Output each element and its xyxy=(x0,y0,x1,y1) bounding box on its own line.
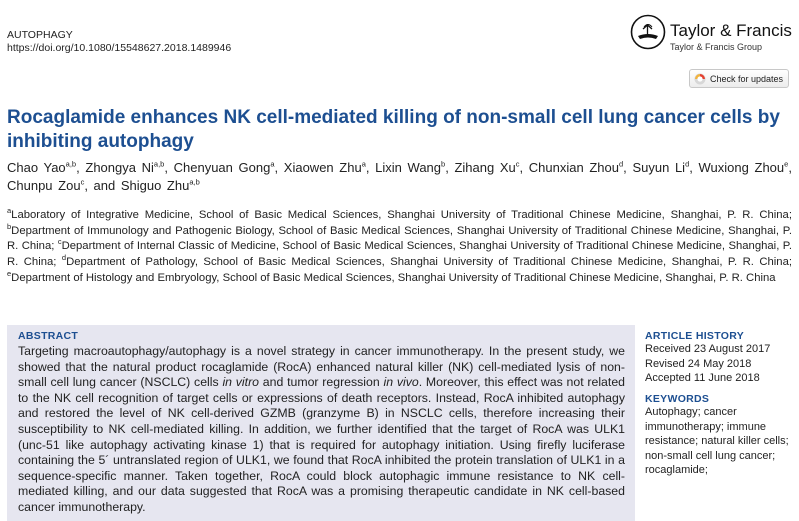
journal-name: AUTOPHAGY xyxy=(7,29,73,41)
check-updates-label: Check for updates xyxy=(710,73,784,84)
publisher-group: Taylor & Francis Group xyxy=(670,42,763,52)
keywords-heading: KEYWORDS xyxy=(645,393,710,405)
abstract-heading: ABSTRACT xyxy=(18,330,79,342)
abstract-italic-term: in vivo xyxy=(383,375,419,390)
author-affiliation-mark: a,b xyxy=(153,159,165,169)
affiliation-mark: c xyxy=(57,237,62,247)
author-name: Chao Yaoa,b xyxy=(7,159,77,175)
author-affiliation-mark: c xyxy=(515,159,520,169)
author-affiliation-mark: c xyxy=(80,177,85,187)
abstract-panel xyxy=(7,325,635,521)
author-name: Suyun Lid xyxy=(632,159,690,175)
author-affiliation-mark: a xyxy=(270,159,275,169)
history-heading: ARTICLE HISTORY xyxy=(645,330,745,342)
author-affiliation-mark: d xyxy=(685,159,690,169)
author-name: Chunpu Zouc xyxy=(7,177,85,193)
affiliation-item: aLaboratory of Integrative Medicine, Sch… xyxy=(7,206,789,221)
affiliation-item: eDepartment of Histology and Embryology,… xyxy=(7,269,776,284)
keywords: KEYWORDS Autophagy; cancer immunotherapy… xyxy=(645,393,795,478)
affiliation-item: dDepartment of Pathology, School of Basi… xyxy=(61,253,789,269)
keywords-text: Autophagy; cancer immunotherapy; immune … xyxy=(645,406,789,476)
abstract-text: Targeting macroautophagy/autophagy is a … xyxy=(18,344,625,516)
author-name: Zihang Xuc xyxy=(454,159,520,175)
author-affiliation-mark: b xyxy=(441,159,446,169)
author-name: Wuxiong Zhoue xyxy=(698,159,789,175)
author-name: Chenyuan Gonga xyxy=(173,159,275,175)
author-name: Shiguo Zhua,b xyxy=(120,177,200,193)
history-revised: Revised 24 May 2018 xyxy=(645,357,752,370)
abstract-segment: Targeting macroautophagy/autophagy is a … xyxy=(18,344,625,390)
affiliation-item: bDepartment of Immunology and Pathogenic… xyxy=(7,221,792,253)
author-name: Zhongya Nia,b xyxy=(85,159,165,175)
author-affiliation-mark: e xyxy=(784,159,789,169)
author-affiliation-mark: a xyxy=(361,159,366,169)
history-received: Received 23 August 2017 xyxy=(645,343,771,355)
affiliation-mark: b xyxy=(7,221,12,231)
check-updates-icon xyxy=(694,73,706,84)
author-name: Xiaowen Zhua xyxy=(283,159,366,175)
publisher-logo-icon xyxy=(630,14,666,50)
publisher-logo: Taylor & Francis Taylor & Francis Group xyxy=(630,14,796,62)
author-name: Chunxian Zhoud xyxy=(528,159,624,175)
doi-link[interactable]: https://doi.org/10.1080/15548627.2018.14… xyxy=(7,42,232,54)
article-history: ARTICLE HISTORY Received 23 August 2017 … xyxy=(645,330,795,386)
check-for-updates-button[interactable]: Check for updates xyxy=(689,69,789,88)
affiliation-mark: e xyxy=(7,269,12,279)
author-affiliation-mark: a,b xyxy=(189,177,200,187)
abstract-segment: and tumor regression xyxy=(259,375,384,390)
affiliations: aLaboratory of Integrative Medicine, Sch… xyxy=(7,206,793,284)
affiliation-item: cDepartment of Internal Classic of Medic… xyxy=(7,237,792,269)
history-accepted: Accepted 11 June 2018 xyxy=(645,372,760,384)
affiliation-mark: d xyxy=(61,253,67,263)
author-affiliation-mark: a,b xyxy=(65,159,77,169)
publisher-name: Taylor & Francis xyxy=(670,21,792,40)
article-title: Rocaglamide enhances NK cell-mediated ki… xyxy=(7,107,780,152)
affiliation-mark: a xyxy=(7,206,12,216)
author-affiliation-mark: d xyxy=(619,159,624,169)
author-name: Lixin Wangb xyxy=(375,159,446,175)
author-list: Chao Yaoa,b, Zhongya Nia,b, Chenyuan Gon… xyxy=(7,159,792,193)
abstract-segment: . Moreover, this effect was not related … xyxy=(18,375,625,514)
abstract-italic-term: in vitro xyxy=(222,375,260,390)
